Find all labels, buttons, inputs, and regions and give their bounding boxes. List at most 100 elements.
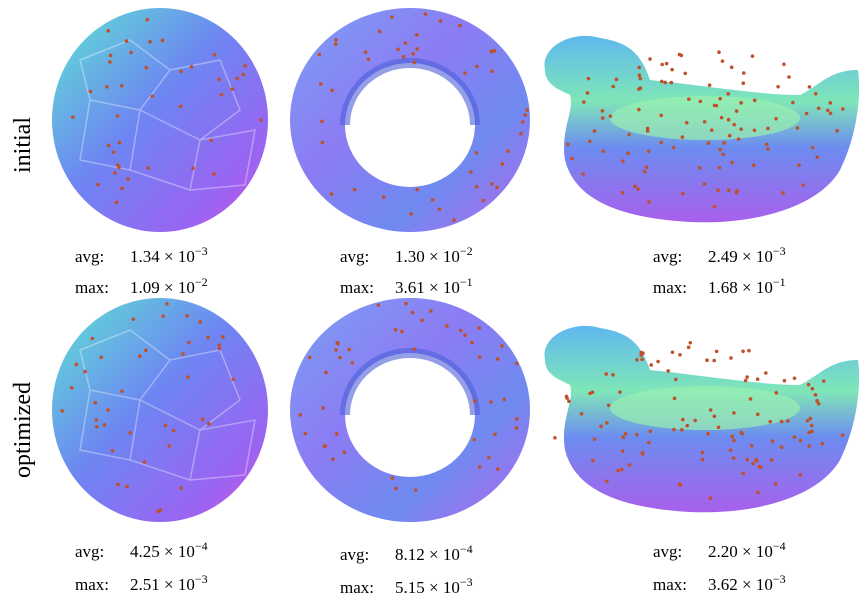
sample-point bbox=[415, 47, 419, 51]
sample-point bbox=[710, 128, 714, 132]
sample-point bbox=[681, 192, 685, 196]
sample-point bbox=[515, 362, 519, 366]
sample-point bbox=[712, 205, 716, 209]
sample-point bbox=[741, 81, 745, 85]
sample-point bbox=[206, 336, 210, 340]
sample-point bbox=[647, 200, 651, 204]
sample-point bbox=[108, 60, 112, 64]
sample-point bbox=[659, 114, 663, 118]
sample-point bbox=[817, 402, 821, 406]
sample-point bbox=[472, 438, 476, 442]
sample-point bbox=[712, 359, 716, 363]
sample-point bbox=[700, 451, 704, 455]
sample-point bbox=[821, 442, 825, 446]
max-label: max: bbox=[75, 278, 109, 297]
sample-point bbox=[626, 151, 630, 155]
sample-point bbox=[107, 144, 111, 148]
sample-point bbox=[639, 353, 643, 357]
sample-point bbox=[640, 358, 644, 362]
sample-point bbox=[201, 417, 205, 421]
avg-label: avg: bbox=[75, 542, 104, 561]
avg-value: 1.34 × 10−3 bbox=[130, 244, 208, 266]
mantissa: 1.09 × 10 bbox=[130, 278, 195, 297]
sample-point bbox=[665, 62, 669, 66]
sample-point bbox=[70, 386, 74, 390]
sample-point bbox=[172, 429, 176, 433]
sample-point bbox=[774, 482, 778, 486]
max-value: 3.61 × 10−1 bbox=[395, 275, 473, 297]
sample-point bbox=[347, 348, 351, 352]
sample-point bbox=[566, 143, 570, 147]
sample-point bbox=[607, 403, 611, 407]
sample-point bbox=[717, 50, 721, 54]
shape-row bbox=[52, 8, 859, 232]
sample-point bbox=[489, 400, 493, 404]
sample-point bbox=[409, 212, 413, 216]
sample-point bbox=[702, 182, 706, 186]
sample-point bbox=[716, 188, 720, 192]
sample-point bbox=[478, 465, 482, 469]
sample-point bbox=[817, 106, 821, 110]
row-label: initial bbox=[10, 117, 36, 173]
mantissa: 5.15 × 10 bbox=[395, 578, 460, 597]
sample-point bbox=[643, 170, 647, 174]
sample-point bbox=[647, 149, 651, 153]
sample-point bbox=[621, 191, 625, 195]
sample-point bbox=[570, 157, 574, 161]
sample-point bbox=[698, 166, 702, 170]
sample-point bbox=[489, 50, 493, 54]
sample-point bbox=[145, 66, 149, 70]
sample-point bbox=[758, 465, 762, 469]
sample-point bbox=[672, 428, 676, 432]
sample-point bbox=[720, 116, 724, 120]
sample-point bbox=[783, 379, 787, 383]
sample-point bbox=[810, 424, 814, 428]
sample-point bbox=[756, 412, 760, 416]
sample-point bbox=[89, 90, 93, 94]
sample-point bbox=[601, 109, 605, 113]
sample-point bbox=[523, 113, 527, 117]
sample-point bbox=[708, 83, 712, 87]
sample-point bbox=[730, 65, 734, 69]
sample-point bbox=[525, 108, 529, 112]
sample-point bbox=[753, 99, 757, 103]
mantissa: 1.34 × 10 bbox=[130, 247, 195, 266]
sample-point bbox=[641, 452, 645, 456]
sample-point bbox=[766, 147, 770, 151]
sample-point bbox=[490, 182, 494, 186]
sample-point bbox=[687, 346, 691, 350]
max-label: max: bbox=[340, 278, 374, 297]
sample-point bbox=[106, 408, 110, 412]
sample-point bbox=[209, 139, 213, 143]
sample-point bbox=[217, 78, 221, 82]
sample-point bbox=[319, 82, 323, 86]
sample-point bbox=[636, 187, 640, 191]
sample-point bbox=[611, 85, 615, 89]
sample-point bbox=[438, 208, 442, 212]
sample-point bbox=[376, 303, 380, 307]
mantissa: 2.49 × 10 bbox=[708, 247, 773, 266]
sample-point bbox=[678, 353, 682, 357]
sample-point bbox=[145, 18, 149, 22]
sample-point bbox=[807, 444, 811, 448]
sample-point bbox=[185, 314, 189, 318]
sample-point bbox=[402, 55, 406, 59]
sample-point bbox=[496, 357, 500, 361]
sample-point bbox=[810, 430, 814, 434]
avg-label: avg: bbox=[340, 545, 369, 564]
max-label: max: bbox=[75, 575, 109, 594]
sample-point bbox=[415, 188, 419, 192]
sample-point bbox=[164, 424, 168, 428]
sample-point bbox=[106, 29, 110, 33]
sample-point bbox=[116, 483, 120, 487]
sample-point bbox=[727, 188, 731, 192]
max-value: 5.15 × 10−3 bbox=[395, 575, 473, 597]
sample-point bbox=[445, 324, 449, 328]
sample-point bbox=[782, 62, 786, 66]
sample-point bbox=[115, 200, 119, 204]
mantissa: 1.30 × 10 bbox=[395, 247, 460, 266]
sample-point bbox=[120, 389, 124, 393]
sample-point bbox=[621, 449, 625, 453]
sample-point bbox=[587, 77, 591, 81]
sample-point bbox=[705, 358, 709, 362]
